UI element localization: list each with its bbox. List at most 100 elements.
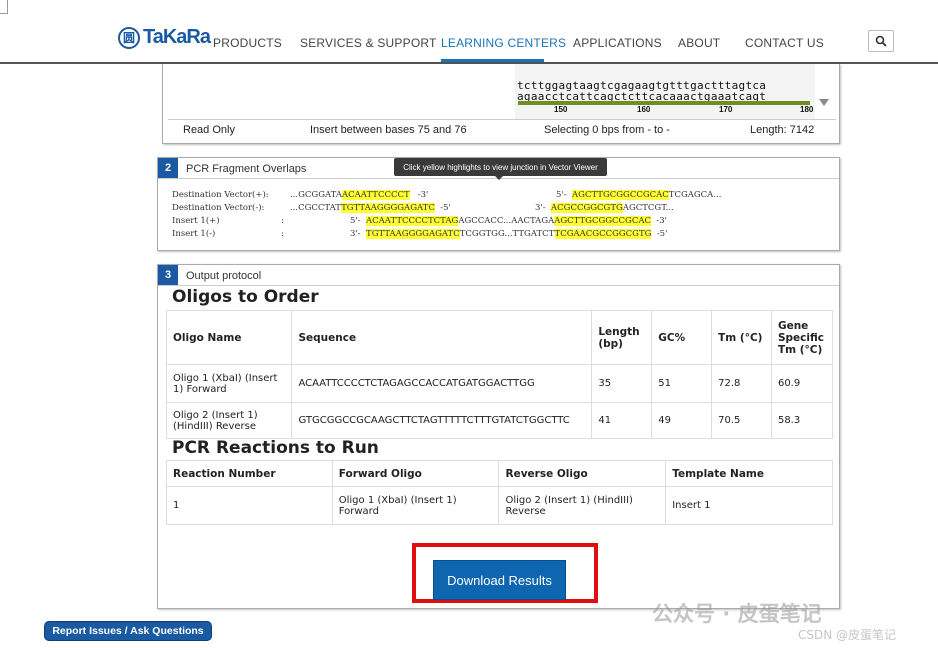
sequence-text: AGCTCGT... bbox=[622, 203, 674, 213]
sequence-text: 5'- bbox=[350, 216, 367, 226]
site-header: 圆 TaKaRa PRODUCTS SERVICES & SUPPORT LEA… bbox=[0, 0, 938, 64]
sequence-text: ...GCGGATA bbox=[290, 190, 342, 200]
status-divider bbox=[168, 119, 836, 120]
oligos-table: Oligo Name Sequence Length (bp) GC% Tm (… bbox=[165, 310, 834, 439]
takara-logo[interactable]: 圆 TaKaRa bbox=[118, 26, 211, 49]
overlap-row-label: Destination Vector(+): bbox=[172, 190, 269, 200]
junction-highlight[interactable]: AGCTTGCGGCCGCAC bbox=[554, 216, 651, 226]
reaction-number: 1 bbox=[166, 486, 333, 525]
oligo-sequence[interactable]: ACAATTCCCCTCTAGAGCCACCATGATGGACTTGG bbox=[291, 364, 593, 403]
sequence-text: 3'- bbox=[350, 229, 367, 239]
junction-highlight[interactable]: AGCTTGCGGCCGCAC bbox=[572, 190, 669, 200]
search-icon bbox=[875, 35, 887, 47]
pcr-reactions-heading: PCR Reactions to Run bbox=[172, 438, 379, 458]
junction-highlight[interactable]: TGTTAAGGGGAGATC bbox=[341, 203, 435, 213]
reverse-oligo: Oligo 2 (Insert 1) (HindIII) Reverse bbox=[498, 486, 667, 525]
col-gc: GC% bbox=[651, 310, 713, 365]
takara-logo-text: TaKaRa bbox=[143, 26, 211, 48]
tooltip-arrow-icon bbox=[495, 176, 503, 180]
overlap-row-left: ...GCGGATAACAATTCCCCT -3' bbox=[290, 190, 428, 200]
nav-applications[interactable]: APPLICATIONS bbox=[573, 36, 662, 50]
overlap-row-left: ...CGCCTATTGTTAAGGGGAGATC -5' bbox=[290, 203, 451, 213]
oligo-gene-specific-tm: 60.9 bbox=[770, 364, 834, 403]
ruler-tick: 180 bbox=[800, 105, 814, 114]
ruler-tick: 160 bbox=[637, 105, 651, 114]
nav-services-support[interactable]: SERVICES & SUPPORT bbox=[300, 36, 437, 50]
junction-highlight[interactable]: TGTTAAGGGGAGATC bbox=[366, 229, 460, 239]
table-row: 1 Oligo 1 (XbaI) (Insert 1) Forward Olig… bbox=[166, 486, 833, 525]
overlap-row-full: 5'- ACAATTCCCCTCTAGAGCCACC...AACTAGAAGCT… bbox=[350, 216, 667, 226]
table-row: Oligo 2 (Insert 1) (HindIII) Reverse GTG… bbox=[165, 402, 834, 439]
oligo-tm: 72.8 bbox=[711, 364, 772, 403]
pcr-reactions-table: Reaction Number Forward Oligo Reverse Ol… bbox=[166, 460, 833, 525]
sequence-text: TCGAGCA... bbox=[668, 190, 722, 200]
step-number-badge: 2 bbox=[158, 158, 178, 178]
nav-products[interactable]: PRODUCTS bbox=[213, 36, 282, 50]
report-issues-button[interactable]: Report Issues / Ask Questions bbox=[44, 621, 212, 641]
sequence-text: TCGGTGG...TTGATCT bbox=[459, 229, 555, 239]
junction-highlight[interactable]: TCGAACGCCGGCGTG bbox=[554, 229, 652, 239]
search-button[interactable] bbox=[868, 30, 894, 52]
sequence-text: -3' bbox=[651, 216, 668, 226]
nav-contact-us[interactable]: CONTACT US bbox=[745, 36, 824, 50]
nav-about[interactable]: ABOUT bbox=[678, 36, 721, 50]
status-selection: Selecting 0 bps from - to - bbox=[544, 124, 670, 136]
window-corner bbox=[0, 0, 8, 14]
sequence-text: 3'- bbox=[535, 203, 552, 213]
junction-tooltip: Click yellow highlights to view junction… bbox=[394, 158, 607, 176]
download-results-button[interactable]: Download Results bbox=[433, 560, 566, 600]
col-sequence: Sequence bbox=[291, 310, 593, 365]
watermark-csdn: CSDN @皮蛋笔记 bbox=[798, 628, 897, 642]
sequence-text: -5' bbox=[434, 203, 451, 213]
panel-divider bbox=[158, 285, 839, 286]
overlap-row-label: Insert 1(-) bbox=[172, 229, 216, 239]
overlap-row-colon: : bbox=[281, 229, 284, 239]
sequence-text: ...CGCCTAT bbox=[290, 203, 342, 213]
oligo-length: 41 bbox=[591, 402, 653, 439]
ruler-tick: 150 bbox=[554, 105, 568, 114]
sequence-text: -5' bbox=[651, 229, 668, 239]
junction-highlight[interactable]: ACAATTCCCCTCTAG bbox=[366, 216, 459, 226]
overlap-row-label: Insert 1(+) bbox=[172, 216, 220, 226]
position-ruler: 150 160 170 180 bbox=[518, 105, 814, 117]
overlap-row-colon: : bbox=[281, 216, 284, 226]
annotation-red-box bbox=[412, 543, 598, 603]
feature-bar[interactable] bbox=[518, 101, 810, 105]
oligo-sequence[interactable]: GTGCGGCCGCAAGCTTCTAGTTTTTCTTTGTATCTGGCTT… bbox=[291, 402, 593, 439]
oligo-length: 35 bbox=[591, 364, 653, 403]
panel-title: Output protocol bbox=[186, 270, 262, 282]
forward-oligo: Oligo 1 (XbaI) (Insert 1) Forward bbox=[331, 486, 500, 525]
col-reverse-oligo: Reverse Oligo bbox=[498, 460, 667, 487]
output-protocol-panel: 3 Output protocol Oligos to Order Oligo … bbox=[157, 264, 840, 609]
col-oligo-name: Oligo Name bbox=[165, 310, 293, 365]
vector-viewer-panel: tcttggagtaagtcgagaagtgtttgactttagtca aga… bbox=[162, 64, 840, 144]
pcr-fragment-overlaps-panel: 2 PCR Fragment Overlaps Click yellow hig… bbox=[157, 157, 840, 251]
nav-learning-centers[interactable]: LEARNING CENTERS bbox=[441, 36, 567, 50]
nav-active-underline bbox=[441, 59, 544, 62]
junction-highlight[interactable]: ACGCCGGCGTG bbox=[551, 203, 623, 213]
sequence-text: -3' bbox=[409, 190, 429, 200]
sequence-bottom-strand: agaacctcattcagctcttcacaaactgaaatcagt bbox=[517, 90, 767, 103]
sequence-view[interactable] bbox=[515, 64, 815, 120]
col-gene-specific-tm: Gene Specific Tm (°C) bbox=[770, 310, 834, 365]
col-forward-oligo: Forward Oligo bbox=[331, 460, 500, 487]
status-read-only: Read Only bbox=[183, 124, 235, 136]
watermark-wechat: 公众号 · 皮蛋笔记 bbox=[652, 602, 822, 626]
overlap-row-label: Destination Vector(-): bbox=[172, 203, 265, 213]
scroll-down-arrow-icon[interactable] bbox=[819, 99, 829, 106]
overlap-row-right: 3'- ACGCCGGCGTGAGCTCGT... bbox=[535, 203, 674, 213]
oligo-name: Oligo 2 (Insert 1) (HindIII) Reverse bbox=[165, 402, 293, 439]
ruler-tick: 170 bbox=[719, 105, 733, 114]
col-reaction-number: Reaction Number bbox=[166, 460, 333, 487]
oligo-gc: 49 bbox=[651, 402, 713, 439]
oligo-gc: 51 bbox=[651, 364, 713, 403]
table-header-row: Reaction Number Forward Oligo Reverse Ol… bbox=[166, 460, 833, 487]
overlap-row-full: 3'- TGTTAAGGGGAGATCTCGGTGG...TTGATCTTCGA… bbox=[350, 229, 667, 239]
step-number-badge: 3 bbox=[158, 265, 178, 285]
sequence-top-strand: tcttggagtaagtcgagaagtgtttgactttagtca bbox=[517, 79, 767, 92]
panel-title: PCR Fragment Overlaps bbox=[186, 163, 307, 175]
sequence-text: 5'- bbox=[556, 190, 573, 200]
table-header-row: Oligo Name Sequence Length (bp) GC% Tm (… bbox=[165, 310, 834, 365]
junction-highlight[interactable]: ACAATTCCCCT bbox=[342, 190, 410, 200]
template-name: Insert 1 bbox=[665, 486, 833, 525]
